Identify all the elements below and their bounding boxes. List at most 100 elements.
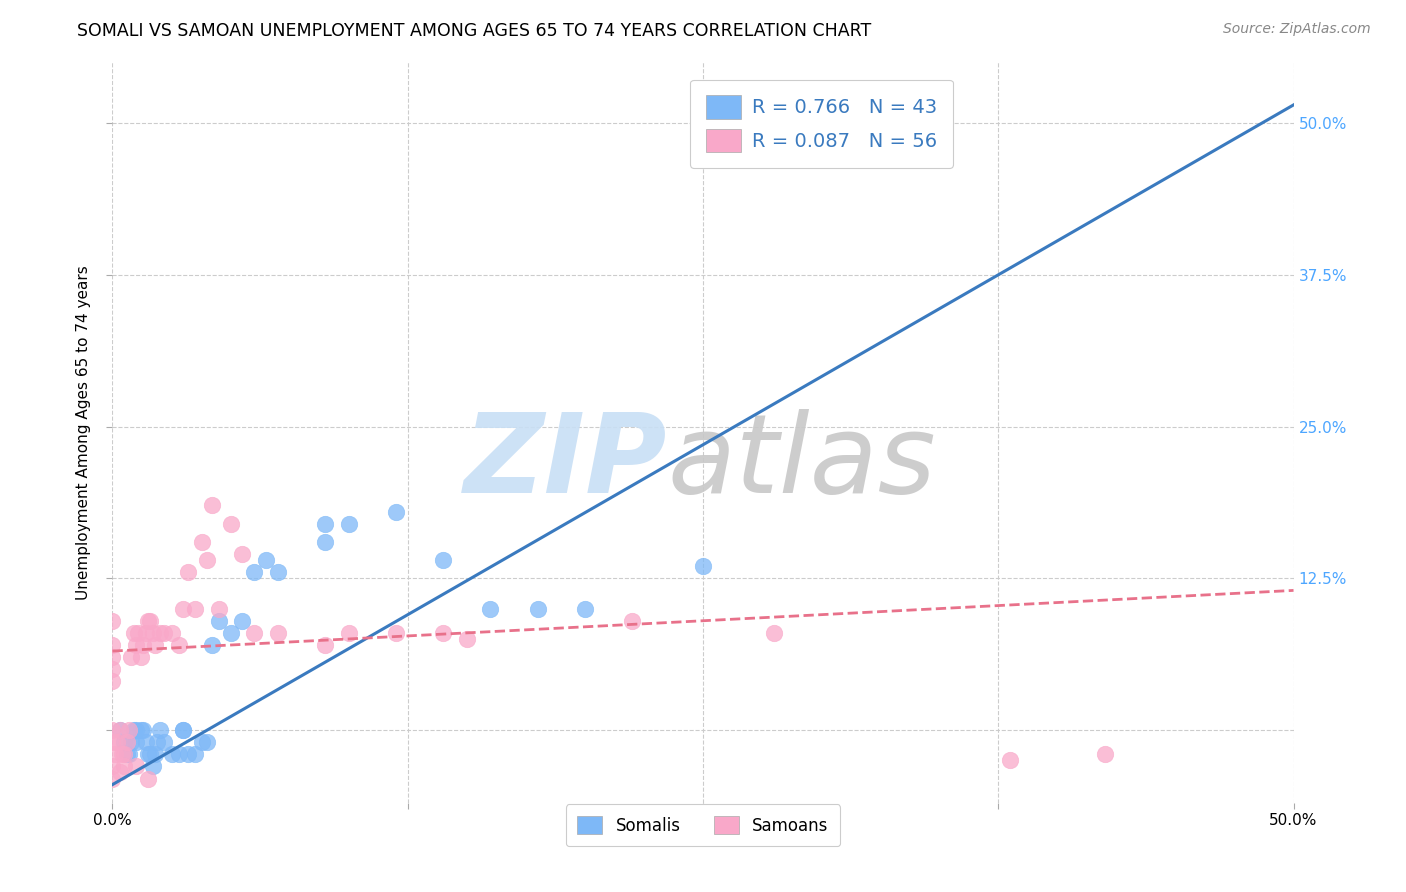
Point: [762, 626, 785, 640]
Point: [101, 614, 124, 628]
Point: [314, 516, 336, 531]
Point: [1094, 747, 1116, 762]
Point: [479, 601, 502, 615]
Point: [432, 626, 454, 640]
Point: [267, 626, 290, 640]
Y-axis label: Unemployment Among Ages 65 to 74 years: Unemployment Among Ages 65 to 74 years: [76, 265, 91, 600]
Point: [120, 735, 142, 749]
Point: [172, 723, 194, 737]
Point: [208, 601, 231, 615]
Point: [101, 650, 124, 665]
Point: [127, 626, 149, 640]
Point: [115, 747, 138, 762]
Point: [101, 735, 124, 749]
Point: [125, 735, 148, 749]
Text: atlas: atlas: [668, 409, 936, 516]
Point: [314, 534, 336, 549]
Point: [135, 626, 157, 640]
Point: [167, 638, 190, 652]
Point: [167, 747, 190, 762]
Point: [120, 650, 142, 665]
Point: [101, 662, 124, 676]
Point: [112, 735, 135, 749]
Point: [118, 747, 141, 762]
Point: [125, 638, 148, 652]
Point: [337, 626, 360, 640]
Point: [254, 553, 277, 567]
Point: [195, 735, 218, 749]
Point: [136, 772, 159, 786]
Point: [142, 759, 165, 773]
Point: [108, 723, 131, 737]
Point: [122, 626, 145, 640]
Point: [195, 553, 218, 567]
Point: [574, 601, 596, 615]
Point: [526, 601, 548, 615]
Point: [337, 516, 360, 531]
Point: [149, 723, 172, 737]
Point: [219, 626, 242, 640]
Point: [149, 626, 172, 640]
Point: [129, 723, 152, 737]
Point: [621, 614, 644, 628]
Point: [998, 753, 1021, 767]
Text: ZIP: ZIP: [464, 409, 668, 516]
Point: [177, 565, 200, 579]
Point: [208, 614, 231, 628]
Point: [172, 601, 194, 615]
Point: [456, 632, 478, 646]
Point: [108, 765, 131, 780]
Point: [153, 735, 176, 749]
Point: [201, 499, 224, 513]
Point: [243, 626, 266, 640]
Point: [125, 723, 148, 737]
Point: [139, 614, 162, 628]
Point: [432, 553, 454, 567]
Point: [108, 723, 131, 737]
Point: [118, 723, 141, 737]
Point: [191, 735, 214, 749]
Point: [172, 723, 194, 737]
Point: [385, 626, 408, 640]
Point: [160, 626, 183, 640]
Point: [101, 759, 124, 773]
Point: [160, 747, 183, 762]
Point: [122, 723, 145, 737]
Point: [136, 747, 159, 762]
Point: [105, 735, 128, 749]
Point: [125, 759, 148, 773]
Point: [184, 747, 207, 762]
Point: [112, 747, 135, 762]
Point: [231, 614, 253, 628]
Point: [146, 735, 169, 749]
Point: [191, 534, 214, 549]
Point: [101, 674, 124, 689]
Point: [314, 638, 336, 652]
Point: [692, 559, 714, 574]
Point: [385, 504, 408, 518]
Point: [132, 638, 155, 652]
Point: [219, 516, 242, 531]
Point: [101, 723, 124, 737]
Text: Source: ZipAtlas.com: Source: ZipAtlas.com: [1223, 22, 1371, 37]
Point: [129, 650, 152, 665]
Point: [177, 747, 200, 762]
Point: [112, 759, 135, 773]
Point: [231, 547, 253, 561]
Point: [104, 747, 127, 762]
Text: SOMALI VS SAMOAN UNEMPLOYMENT AMONG AGES 65 TO 74 YEARS CORRELATION CHART: SOMALI VS SAMOAN UNEMPLOYMENT AMONG AGES…: [77, 22, 872, 40]
Point: [101, 638, 124, 652]
Point: [111, 747, 134, 762]
Point: [115, 735, 138, 749]
Point: [101, 772, 124, 786]
Legend: Somalis, Samoans: Somalis, Samoans: [565, 805, 841, 847]
Point: [243, 565, 266, 579]
Point: [142, 626, 165, 640]
Point: [136, 614, 159, 628]
Point: [135, 735, 157, 749]
Point: [267, 565, 290, 579]
Point: [139, 747, 162, 762]
Point: [184, 601, 207, 615]
Point: [132, 723, 155, 737]
Point: [143, 747, 166, 762]
